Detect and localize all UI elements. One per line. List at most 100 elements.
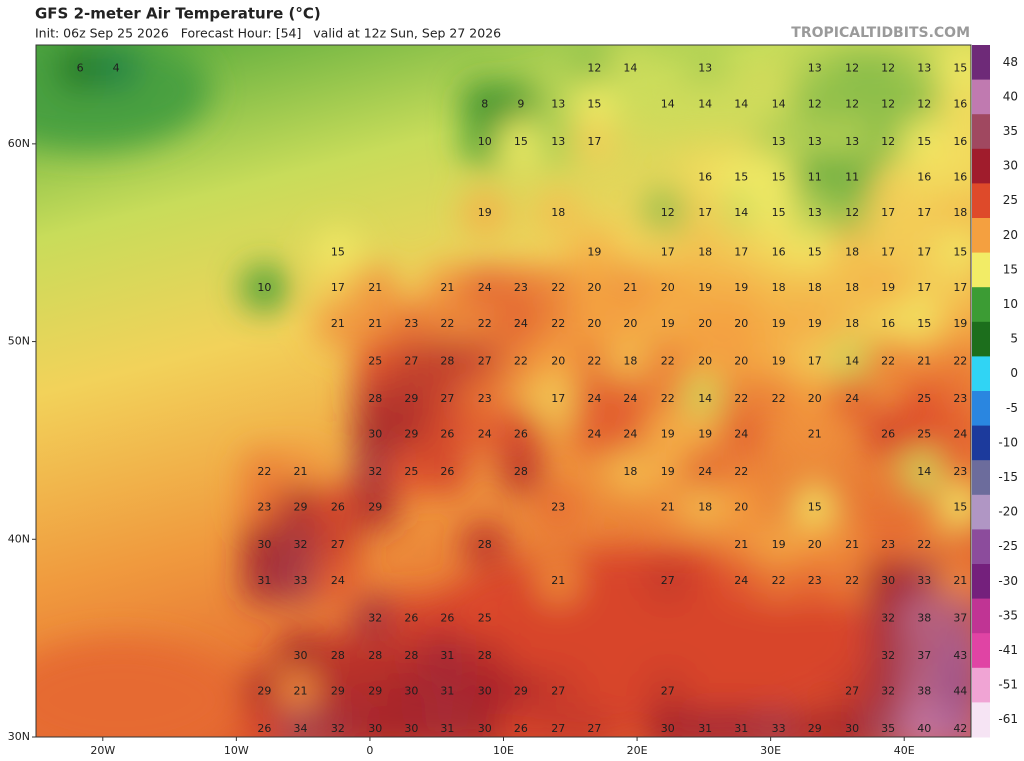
temperature-cell <box>900 374 949 423</box>
temperature-cell <box>387 299 436 348</box>
temperature-label: 25 <box>917 392 931 405</box>
temperature-label: 21 <box>845 538 859 551</box>
temperature-cell <box>717 80 766 129</box>
temperature-cell <box>606 264 655 313</box>
temperature-cell <box>570 45 619 93</box>
temperature-label: 12 <box>845 206 859 219</box>
temperature-label: 12 <box>808 97 822 110</box>
temperature-label: 19 <box>478 206 492 219</box>
temperature-label: 24 <box>514 317 528 330</box>
temperature-label: 24 <box>623 427 637 440</box>
temperature-cell <box>790 410 839 459</box>
temperature-cell <box>496 337 545 386</box>
temperature-label: 20 <box>734 354 748 367</box>
temperature-label: 17 <box>587 135 601 148</box>
temperature-label: 22 <box>917 538 931 551</box>
temperature-cell <box>534 337 583 386</box>
temperature-cell <box>460 594 509 643</box>
colorbar-label: -35 <box>998 608 1018 622</box>
temperature-label: 17 <box>917 246 931 259</box>
colorbar-label: 40 <box>1003 89 1018 103</box>
temperature-cell <box>387 705 436 737</box>
temperature-cell <box>790 705 839 737</box>
temperature-cell <box>717 556 766 605</box>
temperature-label: 32 <box>368 611 382 624</box>
temperature-label: 32 <box>331 722 345 735</box>
temperature-label: 31 <box>440 649 454 662</box>
temperature-label: 22 <box>257 465 271 478</box>
temperature-label: 19 <box>772 538 786 551</box>
temperature-cell <box>717 189 766 238</box>
temperature-label: 19 <box>661 317 675 330</box>
temperature-label: 23 <box>478 392 492 405</box>
colorbar-label: 35 <box>1003 124 1018 138</box>
temperature-cell <box>754 153 803 202</box>
temperature-cell <box>570 264 619 313</box>
temperature-label: 15 <box>953 62 967 75</box>
temperature-label: 20 <box>734 501 748 514</box>
temperature-label: 33 <box>293 574 307 587</box>
temperature-label: 21 <box>953 574 967 587</box>
x-tick-label: 0 <box>366 744 373 757</box>
temperature-cell <box>643 189 692 238</box>
temperature-label: 14 <box>698 97 712 110</box>
temperature-label: 14 <box>661 97 675 110</box>
temperature-cell <box>351 410 400 459</box>
temperature-cell <box>643 228 692 277</box>
temperature-cell <box>790 483 839 532</box>
temperature-label: 25 <box>917 427 931 440</box>
subtitle: Init: 06z Sep 25 2026 Forecast Hour: [54… <box>35 26 501 41</box>
temperature-label: 29 <box>331 685 345 698</box>
temperature-label: 26 <box>514 427 528 440</box>
temperature-cell <box>790 45 839 93</box>
temperature-cell <box>643 556 692 605</box>
temperature-label: 38 <box>917 685 931 698</box>
temperature-cell <box>460 337 509 386</box>
temperature-cell <box>570 117 619 166</box>
temperature-cell <box>570 337 619 386</box>
temperature-label: 26 <box>331 501 345 514</box>
temperature-label: 30 <box>845 722 859 735</box>
temperature-label: 14 <box>623 62 637 75</box>
temperature-cell <box>828 299 877 348</box>
temperature-label: 12 <box>845 62 859 75</box>
temperature-cell <box>606 374 655 423</box>
colorbar-label: 5 <box>1010 332 1018 346</box>
temperature-cell <box>900 189 949 238</box>
temperature-label: 12 <box>881 135 895 148</box>
temperature-cell <box>276 448 325 497</box>
temperature-cell <box>864 667 913 716</box>
temperature-cell <box>460 667 509 716</box>
colorbar-segment <box>972 45 990 81</box>
temperature-label: 17 <box>881 206 895 219</box>
temperature-label: 23 <box>953 465 967 478</box>
temperature-label: 18 <box>772 281 786 294</box>
temperature-label: 20 <box>808 392 822 405</box>
colorbar-segment <box>972 183 990 219</box>
temperature-cell <box>534 374 583 423</box>
temperature-cell <box>643 264 692 313</box>
temperature-cell <box>92 45 141 93</box>
temperature-cell <box>460 117 509 166</box>
temperature-label: 20 <box>551 354 565 367</box>
temperature-label: 11 <box>845 170 859 183</box>
temperature-label: 27 <box>331 538 345 551</box>
colorbar-label: 10 <box>1003 297 1018 311</box>
temperature-label: 31 <box>440 685 454 698</box>
temperature-label: 13 <box>772 135 786 148</box>
temperature-label: 15 <box>808 501 822 514</box>
temperature-cell <box>423 410 472 459</box>
temperature-cell <box>828 228 877 277</box>
temperature-label: 12 <box>881 62 895 75</box>
temperature-label: 29 <box>368 685 382 698</box>
temperature-label: 18 <box>845 246 859 259</box>
temperature-label: 12 <box>881 97 895 110</box>
colorbar-segment <box>972 252 990 288</box>
temperature-cell <box>754 117 803 166</box>
temperature-label: 18 <box>808 281 822 294</box>
temperature-label: 23 <box>404 317 418 330</box>
temperature-cell <box>643 483 692 532</box>
temperature-cell <box>828 337 877 386</box>
temperature-cell <box>900 337 949 386</box>
temperature-cell <box>790 117 839 166</box>
